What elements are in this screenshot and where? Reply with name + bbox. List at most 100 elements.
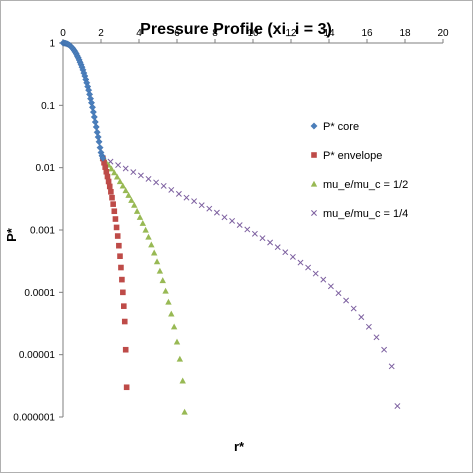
data-point [117,253,123,259]
x-marker-stroke [274,244,281,251]
data-point [109,194,115,201]
data-point [142,226,149,233]
x-tick-label: 6 [174,28,180,39]
x-marker-stroke [289,253,296,260]
data-point [145,233,152,240]
x-marker-stroke [183,194,190,201]
data-point [251,230,258,237]
legend-label: P* envelope [323,150,382,162]
legend-marker [310,180,318,187]
data-point [229,217,236,224]
data-point [99,154,107,162]
data-point [183,194,190,201]
x-marker-stroke [137,172,144,179]
data-point [358,314,365,321]
data-point [381,346,388,353]
data-point [388,363,395,370]
series-3 [99,155,401,409]
data-point [106,183,113,190]
data-point [110,201,116,207]
data-point [108,189,114,195]
data-point [327,283,334,290]
x-axis-label: r* [234,439,245,454]
data-point [112,216,119,222]
x-marker-stroke [365,323,372,330]
y-tick-label: 0.000001 [13,413,55,424]
data-point [145,175,152,182]
data-point [162,287,169,294]
data-point [114,233,121,239]
data-point [343,297,350,304]
data-point [206,205,213,212]
x-tick-label: 18 [399,28,411,39]
chart-title: Pressure Profile (xi_i = 3) [140,21,332,38]
x-marker-stroke [320,276,327,283]
data-point [136,213,144,220]
x-marker-stroke [175,190,182,197]
x-tick-label: 4 [136,28,142,39]
data-point [373,334,380,341]
data-point [113,173,121,180]
data-point [111,208,118,215]
legend-marker [311,152,317,158]
data-point [113,224,120,231]
data-point [394,403,401,409]
data-point [335,290,342,297]
data-point [111,169,118,176]
x-marker-stroke [259,235,266,242]
data-point [151,249,158,256]
data-point [137,172,144,179]
x-marker-stroke [358,314,365,321]
x-marker-stroke [381,346,388,353]
plot-area [59,39,401,415]
data-point [122,346,129,353]
x-marker-stroke [312,270,319,277]
legend-label: P* core [323,121,359,133]
data-point [122,165,129,172]
data-point [101,159,107,166]
x-marker-stroke [305,264,312,271]
x-marker-stroke [394,403,401,409]
tick-labels: 0 2 4 6 8 10 12 14 16 18 20 1 0.1 0.01 0.001 0.0001 0.00… [13,28,449,424]
x-tick-label: 14 [323,28,335,39]
data-point [159,277,166,284]
series-1 [100,155,130,391]
x-marker-stroke [115,162,122,169]
data-point [115,162,122,169]
x-marker-stroke [160,182,167,189]
x-marker-stroke [388,363,395,370]
data-point [123,384,130,391]
data-point [305,264,312,271]
data-point [312,270,319,277]
data-point [213,209,220,216]
data-point [350,305,357,312]
legend: P* core P* envelope mu_e/mu_c = 1/2 mu_e/mu… [310,121,408,220]
data-point [153,179,160,186]
x-tick-label: 20 [437,28,449,39]
data-point [125,192,132,198]
x-marker-stroke [191,198,198,205]
y-tick-label: 0.0001 [24,288,55,299]
x-marker-stroke [335,290,342,297]
data-point [120,289,126,296]
x-marker-stroke [343,297,350,304]
data-point [133,207,141,214]
data-point [104,173,111,180]
x-tick-label: 2 [98,28,104,39]
x-marker-stroke [297,259,304,266]
data-point [175,190,182,197]
data-point [320,276,327,283]
legend-marker [310,122,318,130]
x-marker-stroke [373,334,380,341]
data-point [148,241,155,248]
x-marker-stroke [236,222,243,229]
data-point [160,182,167,189]
x-marker-stroke [311,210,317,216]
data-point [179,377,186,384]
data-point [118,264,124,271]
x-marker-stroke [350,305,357,312]
legend-label: mu_e/mu_c = 1/2 [323,179,408,191]
